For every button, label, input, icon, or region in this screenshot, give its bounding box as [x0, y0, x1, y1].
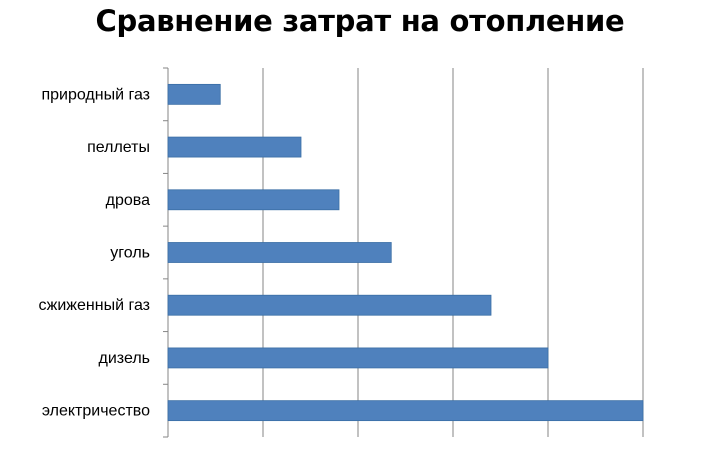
- category-label: пеллеты: [87, 139, 150, 156]
- bar: [167, 83, 221, 105]
- bar: [167, 400, 644, 422]
- category-label: уголь: [110, 245, 150, 262]
- bar: [167, 294, 492, 316]
- bar: [167, 136, 302, 158]
- category-label: сжиженный газ: [38, 297, 150, 314]
- bar: [167, 189, 340, 211]
- category-label: дизель: [99, 350, 150, 367]
- bar: [167, 347, 549, 369]
- bar: [167, 242, 392, 263]
- category-labels: природный газ пеллеты дрова уголь сжиженный …: [38, 86, 150, 419]
- chart-title: Сравнение затрат на отопление: [95, 4, 625, 38]
- bars: [167, 83, 644, 422]
- category-label: дрова: [106, 192, 150, 209]
- category-label: природный газ: [41, 86, 150, 103]
- category-label: электричество: [42, 403, 150, 420]
- category-axis: [163, 67, 169, 438]
